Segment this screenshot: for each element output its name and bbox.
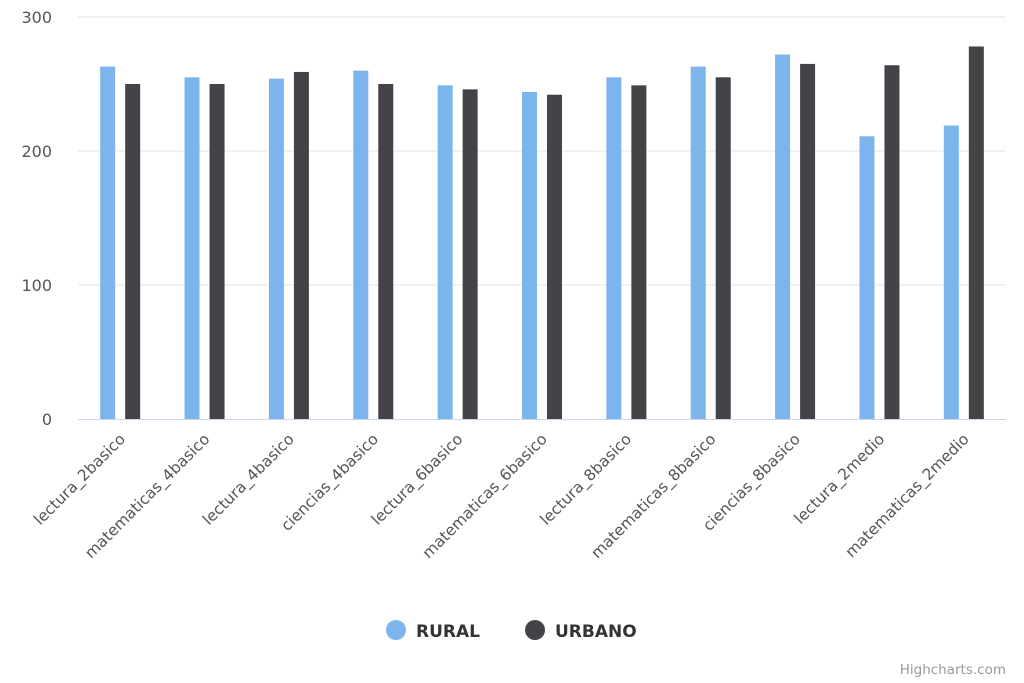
bars — [100, 46, 984, 420]
x-tick-label: lectura_8basico — [537, 430, 636, 529]
legend-item-rural[interactable]: RURAL — [386, 620, 480, 642]
bar-urbano-lectura_2medio[interactable] — [884, 65, 900, 420]
bar-urbano-matematicas_4basico[interactable] — [209, 84, 225, 419]
bar-urbano-lectura_2basico[interactable] — [125, 84, 141, 419]
legend-label-urbano: URBANO — [555, 622, 637, 642]
legend-marker-urbano — [525, 620, 545, 640]
legend-label-rural: RURAL — [416, 622, 480, 642]
bar-urbano-matematicas_8basico[interactable] — [715, 77, 731, 420]
bar-rural-lectura_6basico[interactable] — [437, 85, 453, 419]
bar-urbano-lectura_6basico[interactable] — [462, 89, 478, 420]
x-tick-label: lectura_2basico — [30, 430, 129, 529]
bar-urbano-matematicas_6basico[interactable] — [547, 94, 562, 419]
y-tick-label: 200 — [21, 142, 52, 161]
bar-rural-matematicas_8basico[interactable] — [690, 66, 706, 419]
bar-rural-lectura_4basico[interactable] — [268, 78, 284, 419]
x-tick-label: lectura_6basico — [368, 430, 467, 529]
legend-marker-rural — [386, 620, 406, 640]
bar-urbano-ciencias_4basico[interactable] — [378, 84, 394, 419]
grid-lines — [78, 16, 1006, 286]
y-tick-label: 0 — [42, 410, 52, 429]
bar-urbano-lectura_4basico[interactable] — [293, 71, 309, 419]
bar-urbano-matematicas_2medio[interactable] — [968, 46, 984, 419]
legend[interactable]: RURAL URBANO — [386, 620, 637, 642]
bar-rural-ciencias_8basico[interactable] — [775, 54, 791, 420]
legend-item-urbano[interactable]: URBANO — [525, 620, 637, 642]
x-tick-label: lectura_2medio — [791, 430, 889, 528]
bar-rural-ciencias_4basico[interactable] — [353, 70, 369, 419]
y-axis: 0 100 200 300 — [21, 8, 52, 429]
bar-rural-matematicas_4basico[interactable] — [184, 77, 200, 420]
bar-rural-lectura_8basico[interactable] — [606, 77, 622, 420]
y-tick-label: 300 — [21, 8, 52, 27]
x-tick-label: lectura_4basico — [199, 430, 298, 529]
bar-rural-matematicas_2medio[interactable] — [943, 125, 959, 419]
bar-rural-lectura_2medio[interactable] — [859, 136, 875, 419]
bar-rural-lectura_2basico[interactable] — [100, 66, 116, 419]
y-tick-label: 100 — [21, 276, 52, 295]
bar-urbano-ciencias_8basico[interactable] — [800, 63, 816, 420]
bar-rural-matematicas_6basico[interactable] — [522, 92, 537, 419]
credits-link[interactable]: Highcharts.com — [900, 662, 1006, 678]
x-axis: lectura_2basicomatematicas_4basicolectur… — [30, 430, 973, 563]
bar-urbano-lectura_8basico[interactable] — [631, 85, 647, 419]
